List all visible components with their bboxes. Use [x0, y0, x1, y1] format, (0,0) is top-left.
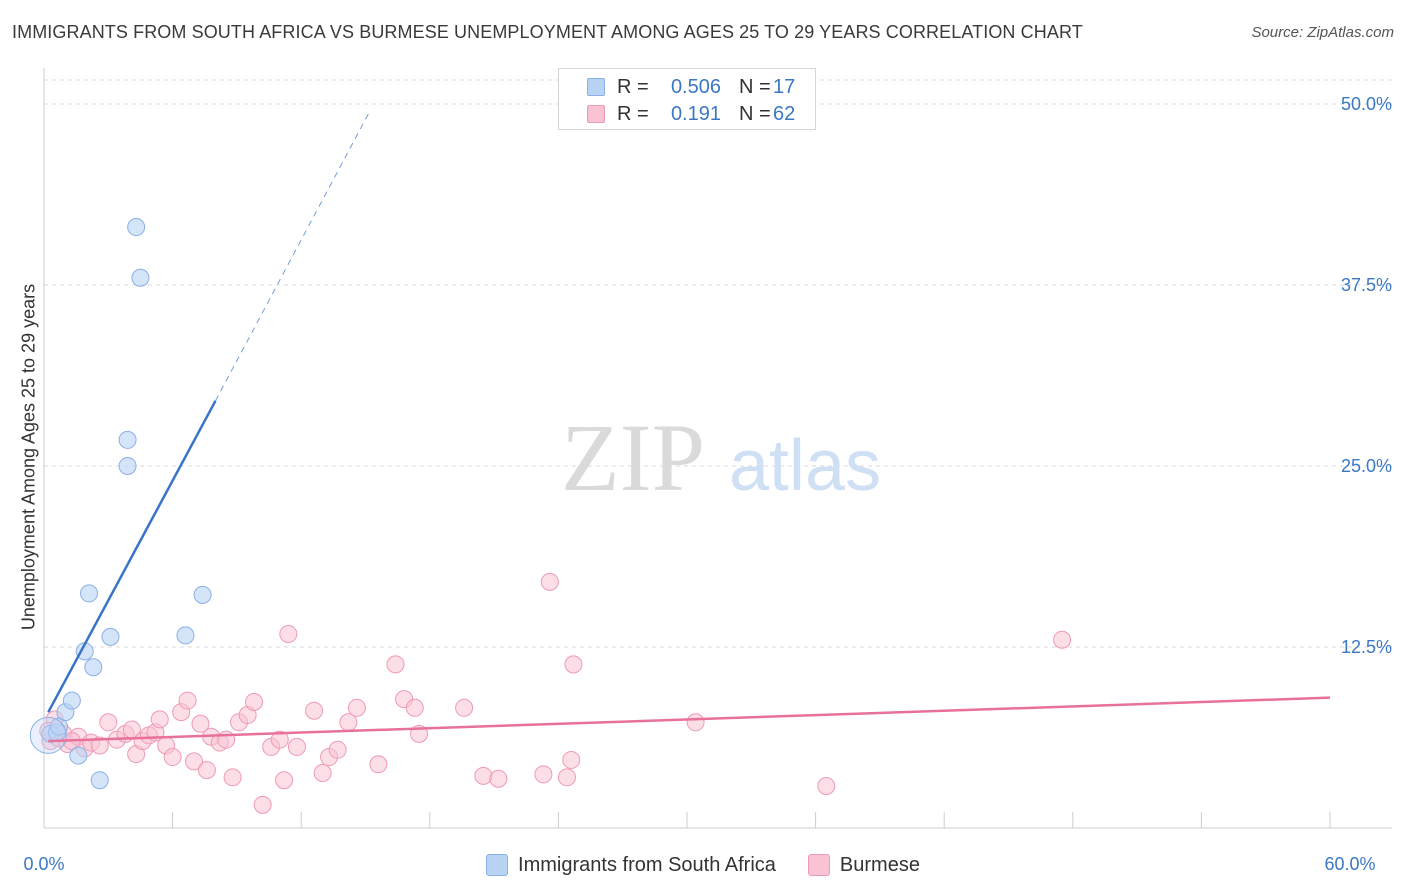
legend-label-burmese: Burmese	[839, 853, 920, 876]
legend-r-value: 0.506	[670, 75, 721, 98]
burmese-point	[223, 768, 242, 787]
burmese-point	[347, 698, 366, 717]
south-africa-trend-line	[47, 400, 217, 713]
south-africa-point	[69, 746, 88, 765]
south-africa-point	[176, 626, 195, 645]
correlation-legend: R = 0.506 N = 17 R = 0.191 N = 62	[558, 68, 816, 130]
x-tick-label: 60.0%	[1324, 854, 1375, 874]
legend-swatch-pink	[807, 854, 830, 876]
burmese-trend-line	[48, 696, 1331, 743]
burmese-point	[455, 698, 474, 717]
burmese-point	[275, 771, 294, 790]
legend-swatch-blue	[587, 78, 605, 96]
burmese-point	[1053, 630, 1072, 649]
burmese-point	[99, 713, 118, 732]
south-africa-point	[84, 658, 103, 677]
burmese-point	[564, 655, 583, 674]
burmese-point	[489, 769, 508, 788]
burmese-point	[369, 755, 388, 774]
y-tick-label: 50.0%	[1341, 94, 1392, 114]
burmese-point	[557, 768, 576, 787]
trend-lines	[47, 110, 1331, 743]
burmese-point	[150, 710, 169, 729]
legend-swatch-pink	[587, 105, 605, 123]
burmese-point	[305, 701, 324, 720]
y-tick-label: 12.5%	[1341, 637, 1392, 657]
south-africa-point	[90, 771, 109, 790]
burmese-point	[185, 752, 204, 771]
south-africa-point	[62, 691, 81, 710]
burmese-point	[686, 713, 705, 732]
burmese-point	[270, 730, 289, 749]
burmese-point	[245, 693, 264, 712]
burmese-point	[328, 740, 347, 759]
burmese-point	[197, 761, 216, 780]
burmese-point	[163, 748, 182, 767]
watermark: ZIP atlas	[561, 404, 881, 511]
x-tick-label: 0.0%	[23, 854, 64, 874]
legend-item-burmese[interactable]: Burmese	[807, 853, 920, 877]
burmese-point	[191, 714, 210, 733]
y-axis-label: Unemployment Among Ages 25 to 29 years	[18, 283, 39, 631]
burmese-point	[534, 765, 553, 784]
south-africa-cluster	[29, 716, 67, 754]
south-africa-point	[127, 218, 146, 237]
south-africa-trend-extension	[215, 110, 371, 402]
legend-label-south-africa: Immigrants from South Africa	[518, 853, 776, 876]
chart-title: IMMIGRANTS FROM SOUTH AFRICA VS BURMESE …	[12, 22, 1083, 42]
watermark-atlas: atlas	[729, 426, 881, 506]
tick-labels: 12.5% 25.0% 37.5% 50.0% 0.0% 60.0%	[23, 94, 1392, 874]
legend-row-burmese: R = 0.191 N = 62	[587, 102, 795, 126]
legend-n-value: 62	[773, 102, 796, 125]
series-legend: Immigrants from South Africa Burmese	[0, 850, 1406, 880]
burmese-point	[90, 736, 109, 755]
south-africa-point	[193, 585, 212, 604]
legend-n-label: N =	[739, 102, 771, 125]
burmese-point	[562, 750, 581, 769]
burmese-point	[474, 766, 493, 785]
south-africa-point	[118, 430, 137, 449]
y-tick-label: 37.5%	[1341, 275, 1392, 295]
south-africa-point	[101, 627, 120, 646]
burmese-point	[253, 795, 272, 814]
legend-swatch-blue	[486, 854, 509, 876]
burmese-point	[540, 572, 559, 591]
south-africa-point	[80, 584, 99, 603]
burmese-point	[817, 777, 836, 796]
legend-row-south-africa: R = 0.506 N = 17	[587, 75, 795, 99]
legend-r-value: 0.191	[670, 102, 721, 125]
burmese-point	[279, 624, 298, 643]
series-south-africa-points	[29, 218, 212, 790]
south-africa-point	[131, 268, 150, 287]
axis-layer	[43, 68, 1392, 829]
legend-n-label: N =	[739, 75, 771, 98]
south-africa-point	[118, 456, 137, 475]
legend-r-label: R =	[617, 75, 649, 98]
burmese-point	[386, 655, 405, 674]
series-burmese-points	[39, 572, 1072, 814]
y-tick-label: 25.0%	[1341, 456, 1392, 476]
burmese-point	[313, 763, 332, 782]
legend-r-label: R =	[617, 102, 649, 125]
grid-layer	[44, 79, 1392, 648]
source-label: Source: ZipAtlas.com	[1251, 24, 1394, 41]
legend-n-value: 17	[773, 75, 796, 98]
watermark-zip: ZIP	[561, 404, 705, 511]
burmese-point	[287, 737, 306, 756]
burmese-point	[405, 698, 424, 717]
legend-item-south-africa[interactable]: Immigrants from South Africa	[486, 854, 776, 877]
burmese-point	[178, 691, 197, 710]
